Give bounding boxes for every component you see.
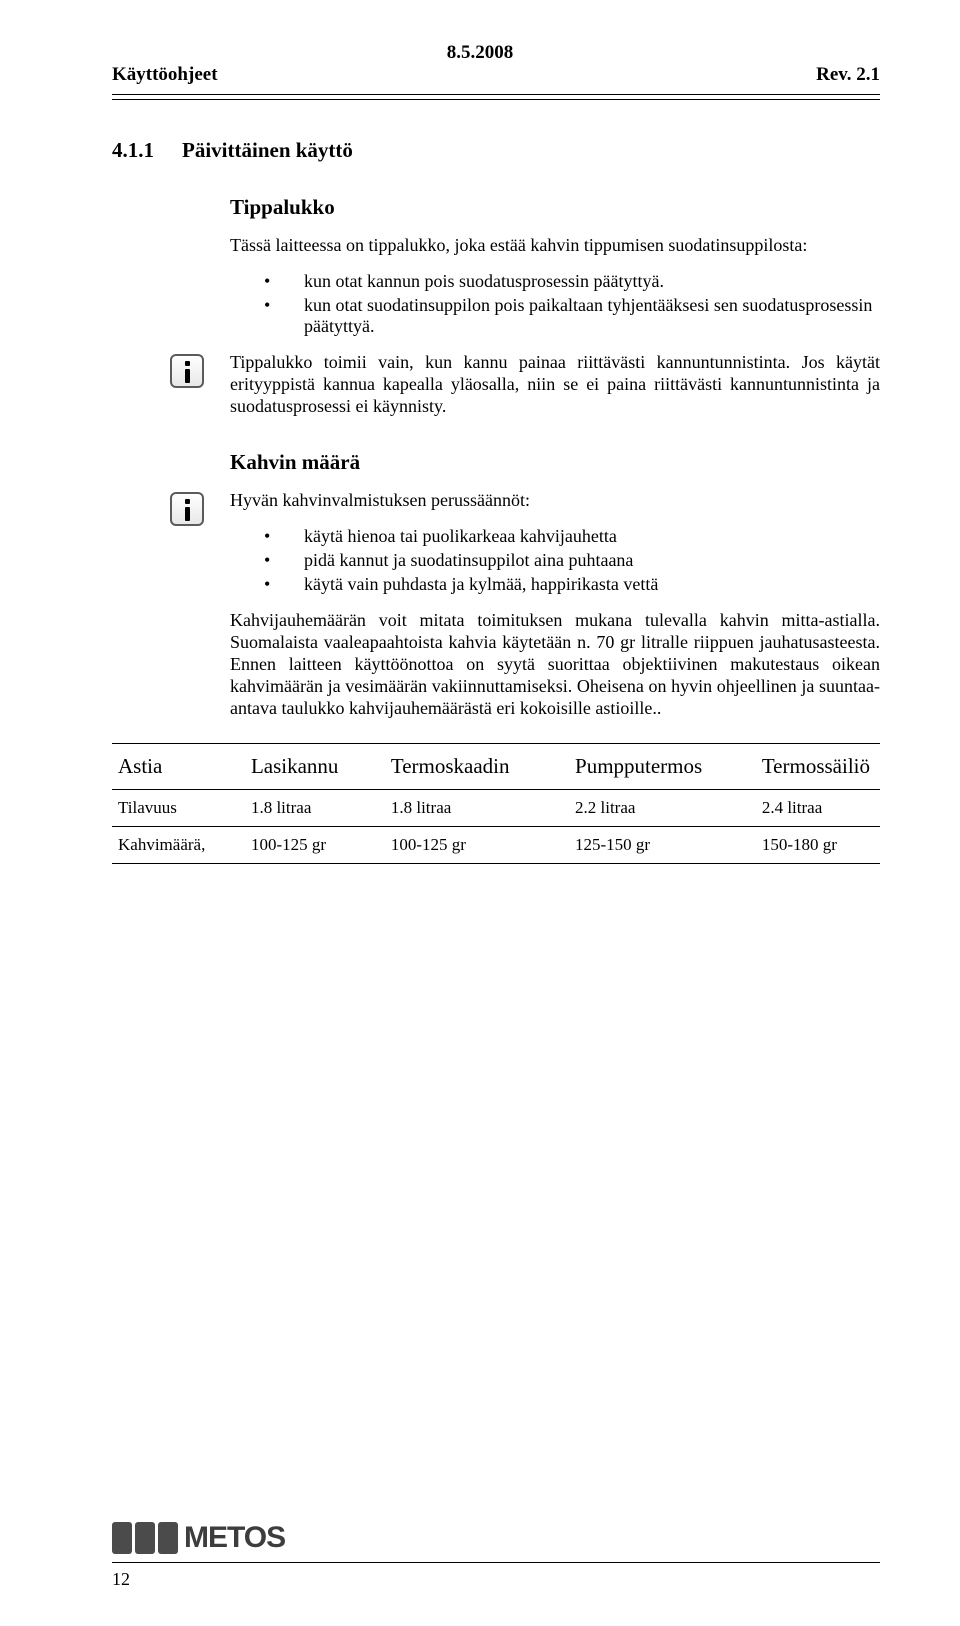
table-cell: Tilavuus <box>112 790 245 827</box>
header-date: 8.5.2008 <box>447 42 514 64</box>
table-cell: 100-125 gr <box>385 827 569 864</box>
tippalukko-info-block: Tippalukko toimii vain, kun kannu painaa… <box>230 352 880 418</box>
table-cell: 2.4 litraa <box>756 790 880 827</box>
table-header: Pumpputermos <box>569 744 756 790</box>
table-header: Termossäiliö <box>756 744 880 790</box>
list-item: kun otat suodatinsuppilon pois paikaltaa… <box>264 295 880 339</box>
section-title: Päivittäinen käyttö <box>182 138 353 162</box>
table-cell: 100-125 gr <box>245 827 385 864</box>
logo-text: METOS <box>184 1523 285 1553</box>
kahvin-heading: Kahvin määrä <box>230 450 880 476</box>
logo-bar-icon <box>135 1522 155 1554</box>
table-cell: 150-180 gr <box>756 827 880 864</box>
tippalukko-info-text: Tippalukko toimii vain, kun kannu painaa… <box>230 352 880 418</box>
table-cell: 2.2 litraa <box>569 790 756 827</box>
list-item: pidä kannut ja suodatinsuppilot aina puh… <box>264 550 880 572</box>
list-item: käytä hienoa tai puolikarkeaa kahvijauhe… <box>264 526 880 548</box>
table-header: Lasikannu <box>245 744 385 790</box>
page-number: 12 <box>112 1569 880 1590</box>
section-number: 4.1.1 <box>112 138 182 163</box>
table-row: Tilavuus 1.8 litraa 1.8 litraa 2.2 litra… <box>112 790 880 827</box>
list-item: kun otat kannun pois suodatusprosessin p… <box>264 271 880 293</box>
tippalukko-bullets: kun otat kannun pois suodatusprosessin p… <box>264 271 880 339</box>
logo-bar-icon <box>112 1522 132 1554</box>
table-cell: 125-150 gr <box>569 827 756 864</box>
table-header-row: Astia Lasikannu Termoskaadin Pumpputermo… <box>112 744 880 790</box>
tippalukko-heading: Tippalukko <box>230 195 880 221</box>
header-rule <box>112 94 880 100</box>
table-header: Astia <box>112 744 245 790</box>
table-row: Kahvimäärä, 100-125 gr 100-125 gr 125-15… <box>112 827 880 864</box>
metos-logo: METOS <box>112 1522 880 1554</box>
page-header: 8.5.2008 Käyttöohjeet Rev. 2.1 <box>112 42 880 86</box>
info-icon <box>170 354 204 388</box>
section-heading: 4.1.1Päivittäinen käyttö <box>112 138 880 163</box>
footer-rule <box>112 1562 880 1563</box>
kahvin-info-block: Hyvän kahvinvalmistuksen perussäännöt: <box>230 490 880 512</box>
table-cell: 1.8 litraa <box>245 790 385 827</box>
table-cell: 1.8 litraa <box>385 790 569 827</box>
table-header: Termoskaadin <box>385 744 569 790</box>
logo-bar-icon <box>158 1522 178 1554</box>
tippalukko-intro: Tässä laitteessa on tippalukko, joka est… <box>230 235 880 257</box>
kahvin-intro: Hyvän kahvinvalmistuksen perussäännöt: <box>230 490 880 512</box>
kahvin-bullets: käytä hienoa tai puolikarkeaa kahvijauhe… <box>264 526 880 596</box>
list-item: käytä vain puhdasta ja kylmää, happirika… <box>264 574 880 596</box>
header-title: Käyttöohjeet <box>112 64 218 86</box>
coffee-amount-table: Astia Lasikannu Termoskaadin Pumpputermo… <box>112 743 880 864</box>
header-rev: Rev. 2.1 <box>816 64 880 86</box>
page-footer: METOS 12 <box>112 1522 880 1590</box>
table-cell: Kahvimäärä, <box>112 827 245 864</box>
info-icon <box>170 492 204 526</box>
kahvin-paragraph: Kahvijauhemäärän voit mitata toimituksen… <box>230 610 880 720</box>
